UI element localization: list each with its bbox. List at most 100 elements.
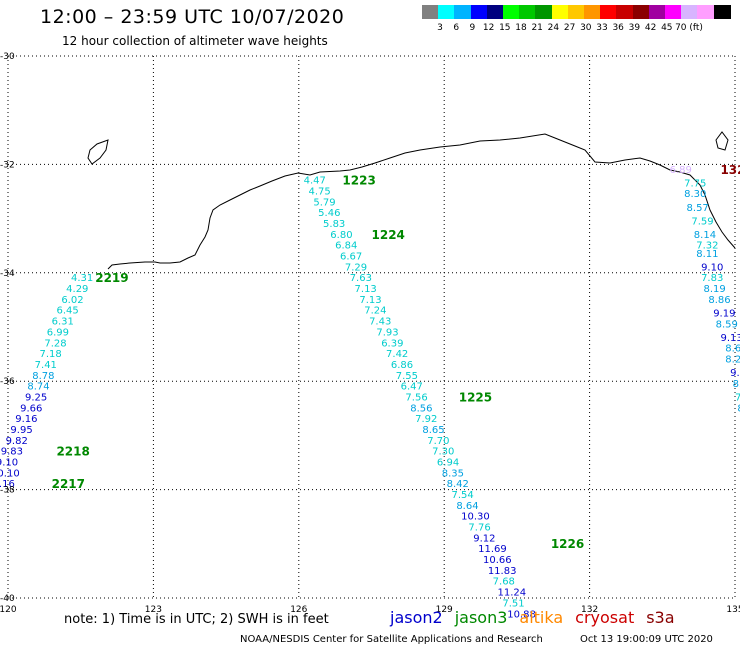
lon-tick-label: 126	[290, 605, 307, 615]
wave-height-value: 6.84	[335, 241, 357, 252]
lat-tick-label: -40	[0, 594, 15, 604]
wave-height-value: 7.18	[40, 349, 62, 360]
generated-timestamp: Oct 13 19:00:09 UTC 2020	[580, 634, 713, 645]
legend-swatch	[535, 5, 553, 19]
legend-swatch	[438, 5, 456, 19]
legend-swatch	[567, 5, 585, 19]
axis-tick-labels: 120 123 126 129 132 135 -30 -32 -34 -36 -38 -40	[0, 52, 740, 615]
legend-swatch	[503, 5, 520, 19]
wave-height-value: 7.83	[701, 273, 723, 284]
wave-height-value: 7.13	[355, 284, 377, 295]
wave-height-value: 7.42	[386, 349, 408, 360]
legend-swatch	[584, 5, 601, 19]
wave-height-value: 11.69	[478, 544, 507, 555]
wave-height-value: 6.02	[61, 295, 83, 306]
wave-height-value: 9.13	[720, 333, 740, 344]
satellite-name-jason2: jason2	[390, 608, 443, 627]
wave-height-value: 7.70	[427, 436, 449, 447]
wave-height-value: 5.79	[313, 197, 335, 208]
wave-height-value: 7.76	[468, 523, 490, 534]
lat-tick-label: -34	[0, 269, 15, 279]
wave-height-value: 8.30	[684, 189, 706, 200]
legend-swatch	[470, 5, 488, 19]
wave-height-value: 6.99	[47, 327, 69, 338]
legend-label: 39	[628, 23, 641, 33]
lat-tick-label: -38	[0, 486, 15, 496]
wave-height-value: 7.59	[691, 216, 713, 227]
wave-height-value: 8.	[733, 379, 740, 390]
wave-height-value: 4.47	[304, 176, 326, 187]
wave-height-value: 10.10	[0, 468, 20, 479]
wave-height-value: 8.86	[708, 295, 730, 306]
legend-swatch	[551, 5, 569, 19]
legend-swatch	[632, 5, 650, 19]
legend-swatch	[713, 5, 731, 19]
wave-height-value: 8.2	[725, 355, 740, 366]
footnote: note: 1) Time is in UTC; 2) SWH is in fe…	[64, 612, 329, 627]
map-title: 12:00 – 23:59 UTC 10/07/2020	[40, 6, 345, 28]
satellite-legend: jason2 jason3 altika cryosat s3a	[390, 608, 687, 627]
wave-height-value: 7.29	[345, 262, 367, 273]
wave-height-value: 8.14	[694, 230, 716, 241]
wave-height-value: 7.24	[364, 306, 386, 317]
wave-height-value: 8.65	[422, 425, 444, 436]
pass-time-label: 1225	[459, 390, 492, 404]
lon-tick-label: 129	[436, 605, 453, 615]
wave-height-value: 8	[737, 403, 740, 414]
pass-time-label: 2217	[52, 477, 85, 491]
map-subtitle: 12 hour collection of altimeter wave hei…	[62, 34, 328, 48]
legend-label: 24	[547, 23, 560, 33]
altimeter-tracks: 4.314.296.026.456.316.997.287.187.418.78…	[0, 163, 740, 620]
wave-height-value: 9.10	[701, 262, 723, 273]
wave-height-value: 7.	[735, 392, 740, 403]
wave-height-value: 6.94	[437, 458, 459, 469]
wave-height-value: 7.92	[415, 414, 437, 425]
island-coast-small	[715, 131, 729, 151]
legend-swatch	[519, 5, 537, 19]
legend-label: 27	[563, 23, 576, 33]
wave-height-value: 8.64	[456, 501, 478, 512]
legend-label: 70 (ft)	[675, 23, 703, 33]
legend-label: 18	[515, 23, 527, 33]
pass-time-label: 1224	[372, 228, 405, 242]
wave-height-value: 9.19	[713, 308, 735, 319]
wave-height-value: 6.45	[56, 306, 78, 317]
wave-height-value: 7.32	[696, 241, 718, 252]
pass-time-label: 2219	[95, 271, 128, 285]
wave-height-value: 7.54	[451, 490, 473, 501]
lon-tick-label: 120	[0, 605, 17, 615]
legend-label: 36	[612, 23, 624, 33]
legend-label: 42	[644, 23, 657, 33]
wave-height-value: 7.75	[684, 178, 706, 189]
legend-swatch	[665, 5, 682, 19]
island-coast	[87, 139, 109, 165]
wave-height-value: 10.66	[483, 555, 512, 566]
satellite-name-jason3: jason3	[454, 608, 508, 627]
wave-height-value: 5.46	[318, 208, 340, 219]
wave-height-value: 7.13	[359, 295, 381, 306]
wave-height-value: 8.59	[716, 319, 738, 330]
wave-height-value: 7.51	[502, 598, 524, 609]
lon-tick-label: 135	[726, 605, 740, 615]
lat-tick-label: -32	[0, 160, 15, 170]
wave-height-value: 6.89	[670, 165, 692, 176]
legend-label: 9	[469, 23, 476, 33]
legend-swatch	[486, 5, 504, 19]
wave-height-value: 7.30	[432, 447, 454, 458]
wave-height-value: 7.28	[44, 338, 66, 349]
lat-tick-label: -36	[0, 377, 15, 387]
wave-height-value: 6.80	[330, 230, 352, 241]
legend-swatch	[422, 5, 439, 19]
wave-height-value: 8.56	[410, 403, 432, 414]
satellite-name-s3a: s3a	[646, 608, 675, 627]
pass-time-label: 1223	[342, 174, 375, 188]
wave-height-value: 9.82	[6, 436, 28, 447]
wave-height-value: 7.63	[350, 273, 372, 284]
lon-tick-label: 123	[145, 605, 162, 615]
legend-label: 15	[499, 23, 511, 33]
wave-height-value: 7.43	[369, 317, 391, 328]
legend-label: 21	[531, 23, 543, 33]
wave-height-value: 6.47	[401, 382, 423, 393]
wave-height-value: 8.19	[703, 284, 725, 295]
legend-label: 33	[596, 23, 608, 33]
